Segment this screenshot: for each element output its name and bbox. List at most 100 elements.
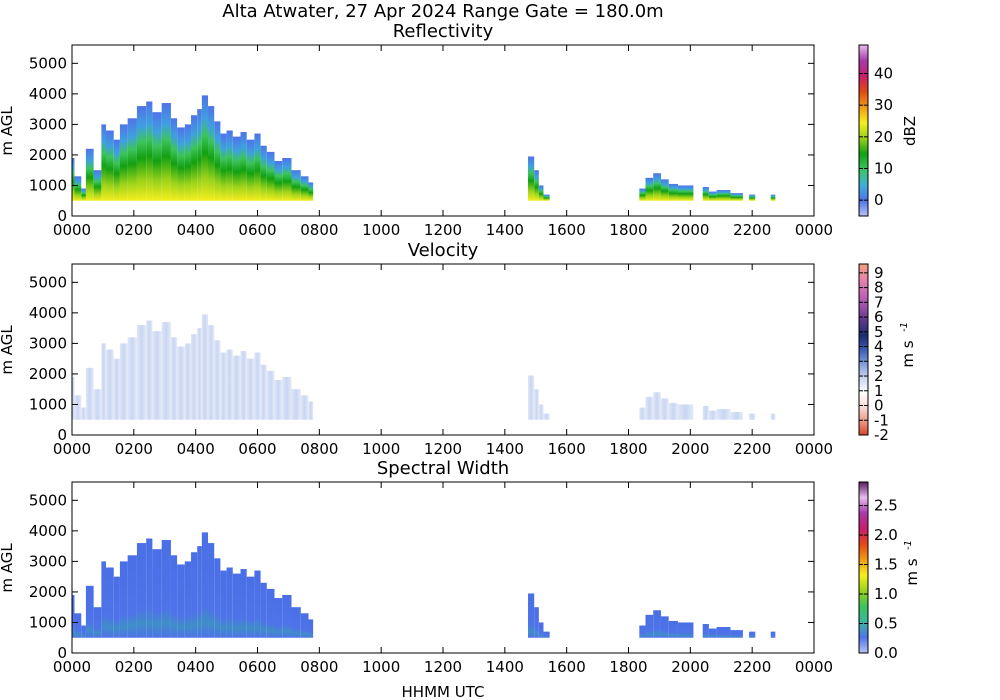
y-tick-label: 5000 (29, 273, 67, 291)
echo-column (136, 325, 147, 420)
plot-area (72, 314, 776, 420)
colorbar-tick-label: 30 (874, 96, 893, 114)
x-tick-label: 0200 (115, 221, 153, 239)
x-tick-label: 2200 (733, 658, 771, 676)
colorbar-tick-label: 5 (874, 323, 884, 341)
x-tick-label: 1800 (609, 658, 647, 676)
colorbar-tick-label: 1.0 (874, 585, 898, 603)
echo-column (538, 622, 544, 638)
echo-column (220, 570, 227, 638)
echo-column (702, 186, 709, 201)
y-tick-label: 0 (57, 644, 67, 662)
x-tick-label: 2000 (671, 658, 709, 676)
echo-column (127, 337, 137, 420)
colorbar-tick-label: 9 (874, 264, 884, 282)
y-tick-label: 4000 (29, 522, 67, 540)
y-tick-label: 2000 (29, 583, 67, 601)
echo-column (85, 148, 94, 201)
echo-column (274, 598, 283, 638)
x-tick-label: 1400 (486, 221, 524, 239)
echo-column (152, 112, 162, 201)
echo-column (668, 402, 678, 420)
colorbar-ticks: 0.0 0.5 1.0 1.5 2.0 2.5 (859, 497, 898, 662)
y-axis-label: m AGL (0, 325, 16, 375)
x-tick-label: 1600 (548, 221, 586, 239)
x-tick-label: 0600 (238, 658, 276, 676)
echo-column (72, 594, 75, 638)
echo-column (119, 343, 128, 420)
panel-title: Spectral Width (377, 458, 509, 479)
echo-column (146, 320, 153, 420)
echo-column (538, 185, 544, 201)
echo-column (538, 404, 544, 420)
echo-column (543, 413, 550, 420)
echo-column (677, 404, 694, 420)
echo-column (74, 395, 82, 420)
x-tick-label: 1000 (362, 221, 400, 239)
x-tick-label: 0000 (795, 658, 833, 676)
echo-column (716, 627, 731, 638)
colorbar-tick-label: 1.5 (874, 556, 898, 574)
colorbar-tick-label: 10 (874, 160, 893, 178)
echo-column (93, 170, 102, 201)
echo-column (716, 409, 731, 420)
echo-column (266, 151, 275, 201)
plot-area (72, 95, 776, 201)
colorbar-label: m s -1 (903, 540, 921, 586)
x-tick-label: 0800 (300, 658, 338, 676)
y-tick-label: 4000 (29, 85, 67, 103)
echo-column (639, 188, 646, 201)
y-tick-label: 2000 (29, 365, 67, 383)
echo-column (716, 190, 731, 201)
echo-column (639, 625, 646, 638)
echo-column (197, 328, 202, 420)
echo-column (653, 392, 661, 420)
figure-suptitle: Alta Atwater, 27 Apr 2024 Range Gate = 1… (222, 1, 663, 22)
echo-column (81, 188, 86, 201)
echo-column (770, 194, 776, 201)
y-tick-label: 4000 (29, 304, 67, 322)
echo-column (653, 610, 661, 638)
echo-column (240, 351, 247, 420)
echo-column (72, 376, 75, 420)
echo-column (113, 358, 120, 420)
echo-column (170, 118, 178, 201)
echo-column (645, 614, 654, 638)
y-tick-label: 5000 (29, 491, 67, 509)
echo-column (101, 124, 107, 201)
colorbar-tick-label: 2 (874, 367, 884, 385)
y-tick-label: 3000 (29, 552, 67, 570)
echo-column (226, 130, 233, 201)
x-ticks: 0000 0200 0400 0600 0800 1000 1200 1400 1600 1800… (53, 45, 833, 239)
x-tick-label: 0000 (795, 440, 833, 458)
x-ticks: 0000 0200 0400 0600 0800 1000 1200 1400 1600 1800… (53, 482, 833, 676)
panel-velocity: Velocity 0000 0200 0400 0600 0800 1000 1200 140… (0, 240, 917, 458)
echo-column (749, 194, 756, 201)
echo-column (197, 109, 202, 201)
echo-column (534, 607, 539, 638)
colorbar-tick-label: 1 (874, 382, 884, 400)
echo-column (208, 325, 215, 420)
svg-text:m s: m s (899, 340, 917, 367)
y-tick-label: 0 (57, 207, 67, 225)
echo-column (232, 573, 241, 638)
y-tick-label: 0 (57, 426, 67, 444)
echo-column (74, 613, 82, 638)
echo-column (85, 585, 94, 638)
colorbar-tick-label: 20 (874, 128, 893, 146)
echo-column (660, 616, 669, 638)
panel-title: Reflectivity (393, 21, 494, 42)
echo-column (208, 106, 215, 201)
colorbar-tick-label: -1 (874, 411, 889, 429)
echo-column (308, 619, 314, 638)
echo-column (214, 558, 221, 638)
echo-column (260, 145, 267, 201)
colorbar (858, 44, 869, 217)
echo-column (208, 543, 215, 638)
echo-column (291, 607, 301, 638)
echo-column (201, 314, 209, 420)
echo-column (770, 631, 776, 638)
echo-column (300, 395, 309, 420)
